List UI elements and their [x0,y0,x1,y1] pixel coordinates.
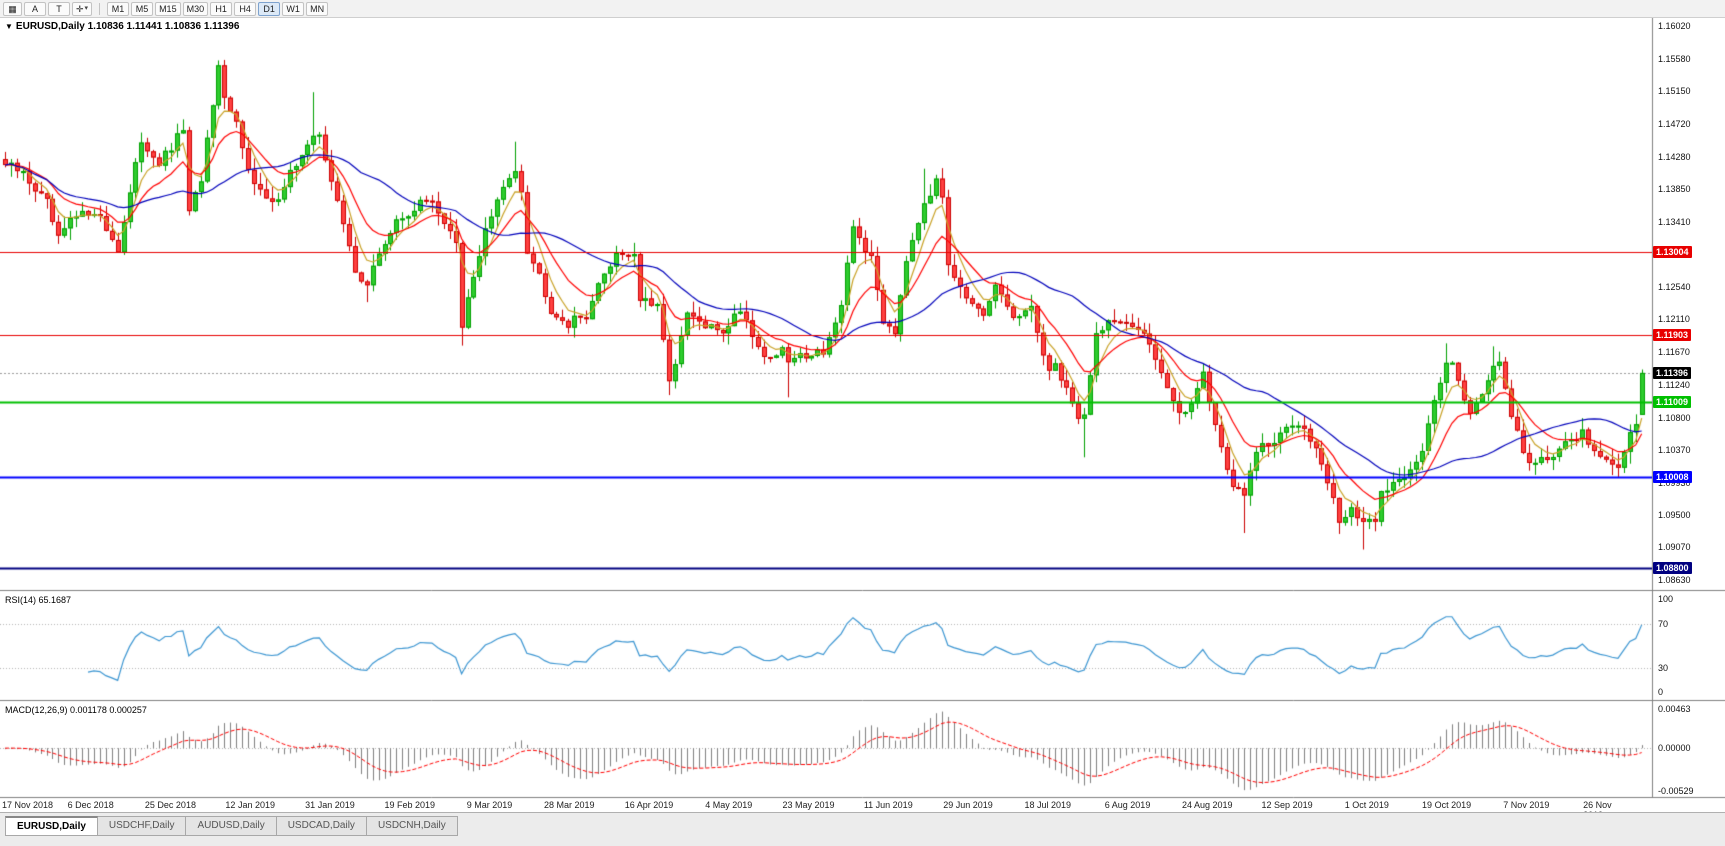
time-axis-label: 16 Apr 2019 [624,800,674,810]
tab-usdchf-daily[interactable]: USDCHF,Daily [97,816,187,836]
top-toolbar: ▦ A T ✛ ▾ M1 M5 M15 M30 H1 H4 D1 W1 MN [0,0,1725,18]
crosshair-icon: ✛ [76,3,84,14]
time-axis-label: 6 Aug 2019 [1104,800,1151,810]
annotation-a-button[interactable]: A [24,1,46,16]
time-axis-label: 28 Mar 2019 [543,800,595,810]
chart-grid-icon: ▦ [8,3,17,14]
toolbar-separator [99,2,101,15]
symbol-tab-bar: EURUSD,Daily USDCHF,Daily AUDUSD,Daily USDC… [0,812,1725,846]
time-axis-label: 12 Sep 2019 [1261,800,1313,810]
timeframe-toolbar: M1 M5 M15 M30 H1 H4 D1 W1 MN [107,1,329,16]
time-axis-label: 25 Dec 2018 [144,800,196,810]
time-axis-label: 12 Jan 2019 [225,800,275,810]
timeframe-button-w1[interactable]: W1 [282,1,305,16]
time-axis-label: 1 Oct 2019 [1344,800,1389,810]
price-chart-canvas[interactable] [0,18,1725,799]
time-axis-label: 29 Jun 2019 [943,800,993,810]
time-axis-label: 4 May 2019 [705,800,753,810]
chart-window: ▼ EURUSD,Daily 1.10836 1.11441 1.10836 1.… [0,18,1725,812]
time-axis-label: 26 Nov 2019 [1583,800,1612,812]
tab-usdcnh-daily[interactable]: USDCNH,Daily [366,816,458,836]
timeframe-button-h1[interactable]: H1 [210,1,233,16]
timeframe-button-h4[interactable]: H4 [234,1,257,16]
timeframe-button-m5[interactable]: M5 [131,1,154,16]
time-axis-label: 6 Dec 2018 [67,800,114,810]
tab-audusd-daily[interactable]: AUDUSD,Daily [186,816,277,836]
tab-usdcad-daily[interactable]: USDCAD,Daily [276,816,367,836]
timeframe-button-d1[interactable]: D1 [258,1,281,16]
timeframe-button-mn[interactable]: MN [306,1,329,16]
time-axis-label: 23 May 2019 [782,800,835,810]
timeframe-button-m30[interactable]: M30 [182,1,209,16]
cursor-tool-button[interactable]: ✛ ▾ [72,1,93,16]
price-axis[interactable] [1652,18,1725,799]
timeframe-button-m1[interactable]: M1 [107,1,130,16]
time-axis-label: 18 Jul 2019 [1024,800,1072,810]
time-axis-label: 19 Feb 2019 [384,800,435,810]
time-axis-label: 17 Nov 2018 [2,800,54,810]
chart-layout-button[interactable]: ▦ [3,1,22,16]
time-axis-label: 24 Aug 2019 [1182,800,1233,810]
time-axis-label: 9 Mar 2019 [466,800,513,810]
annotation-t-button[interactable]: T [48,1,70,16]
time-axis-label: 11 Jun 2019 [863,800,913,810]
time-axis-label: 31 Jan 2019 [305,800,355,810]
time-axis-label: 7 Nov 2019 [1503,800,1550,810]
time-axis[interactable]: 17 Nov 2018 6 Dec 2018 25 Dec 2018 12 Jan 2… [0,799,1652,812]
tab-eurusd-daily[interactable]: EURUSD,Daily [5,816,98,836]
time-axis-label: 19 Oct 2019 [1422,800,1472,810]
timeframe-button-m15[interactable]: M15 [155,1,181,16]
dropdown-arrow-icon: ▾ [84,4,89,12]
